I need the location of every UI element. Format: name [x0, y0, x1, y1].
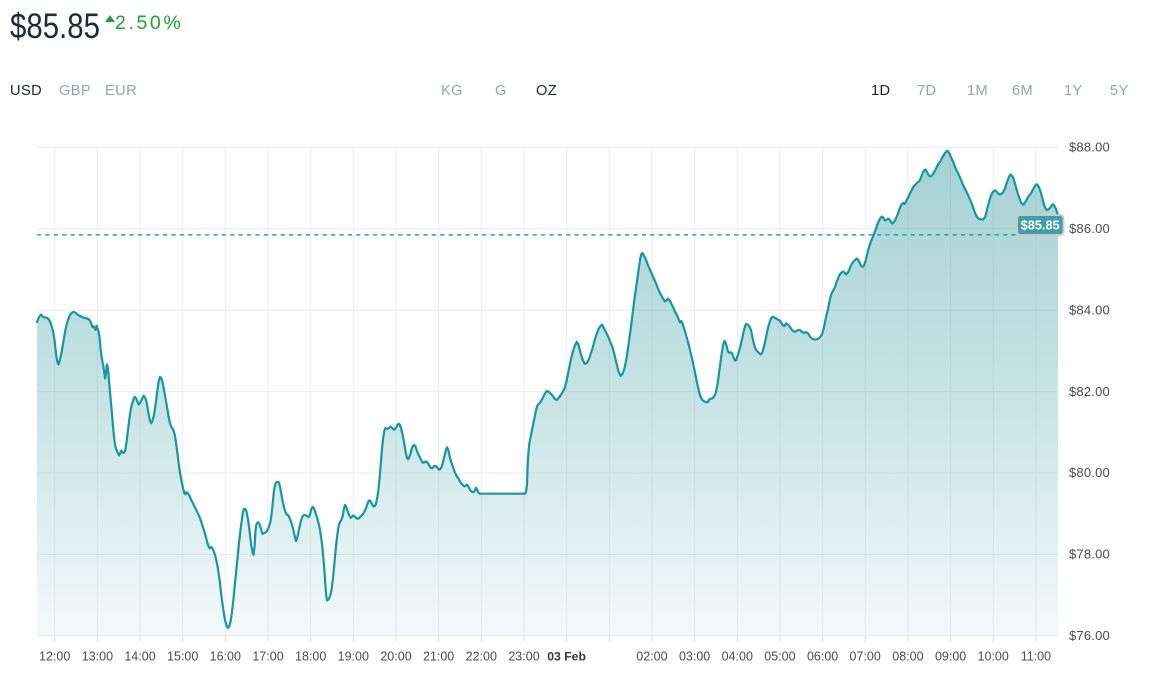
- svg-text:14:00: 14:00: [124, 650, 155, 664]
- svg-text:15:00: 15:00: [167, 650, 198, 664]
- svg-text:19:00: 19:00: [338, 650, 369, 664]
- svg-text:03 Feb: 03 Feb: [547, 650, 586, 664]
- svg-text:18:00: 18:00: [295, 650, 326, 664]
- svg-text:08:00: 08:00: [892, 650, 923, 664]
- svg-text:22:00: 22:00: [466, 650, 497, 664]
- svg-text:21:00: 21:00: [423, 650, 454, 664]
- svg-text:05:00: 05:00: [764, 650, 795, 664]
- svg-text:20:00: 20:00: [380, 650, 411, 664]
- svg-text:07:00: 07:00: [850, 650, 881, 664]
- svg-text:06:00: 06:00: [807, 650, 838, 664]
- svg-text:13:00: 13:00: [82, 650, 113, 664]
- svg-text:$76.00: $76.00: [1069, 628, 1110, 643]
- svg-text:$80.00: $80.00: [1069, 465, 1110, 480]
- svg-text:16:00: 16:00: [210, 650, 241, 664]
- svg-text:12:00: 12:00: [39, 650, 70, 664]
- svg-text:10:00: 10:00: [978, 650, 1009, 664]
- svg-text:09:00: 09:00: [935, 650, 966, 664]
- svg-text:$85.85: $85.85: [1021, 218, 1060, 233]
- svg-text:11:00: 11:00: [1021, 650, 1051, 664]
- svg-text:03:00: 03:00: [679, 650, 710, 664]
- svg-text:$88.00: $88.00: [1069, 140, 1110, 155]
- svg-text:02:00: 02:00: [636, 650, 667, 664]
- svg-text:17:00: 17:00: [252, 650, 283, 664]
- svg-text:04:00: 04:00: [722, 650, 753, 664]
- svg-text:$82.00: $82.00: [1069, 384, 1110, 399]
- svg-text:$78.00: $78.00: [1069, 547, 1110, 562]
- svg-text:$84.00: $84.00: [1069, 302, 1110, 317]
- svg-text:23:00: 23:00: [508, 650, 539, 664]
- svg-text:$86.00: $86.00: [1069, 221, 1110, 236]
